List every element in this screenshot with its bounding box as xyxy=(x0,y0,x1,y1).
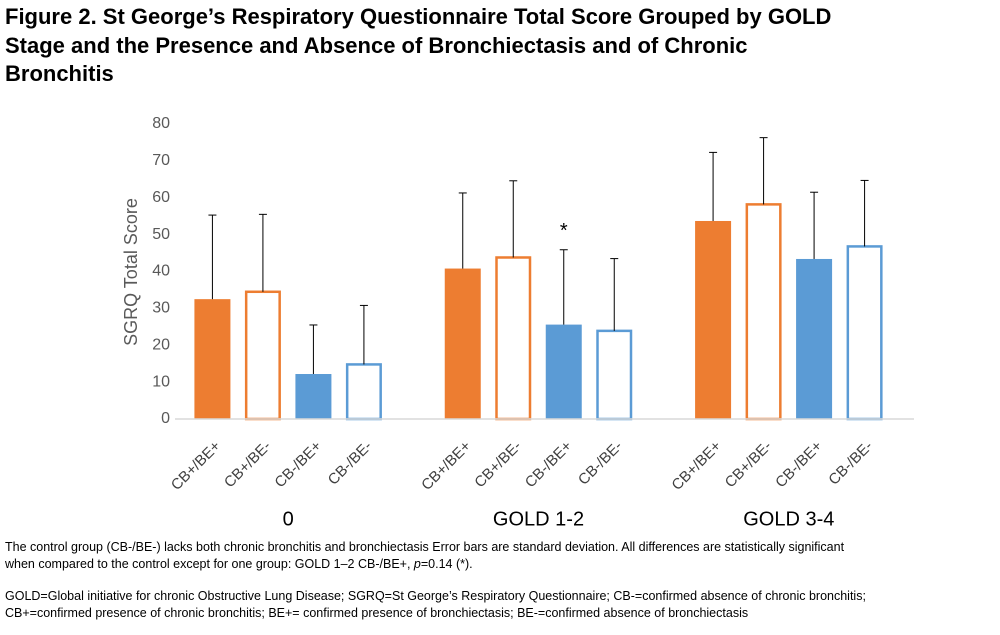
footnote-part: p xyxy=(413,557,421,571)
y-tick-label: 30 xyxy=(152,300,170,317)
bar xyxy=(194,299,231,419)
category-label: CB+/BE+ xyxy=(418,437,474,493)
bar xyxy=(846,245,883,421)
category-label: CB+/BE- xyxy=(471,438,525,492)
footnote-part: =0.14 (*). xyxy=(421,557,473,571)
bar xyxy=(295,374,332,419)
category-label: CB-/BE- xyxy=(325,438,376,489)
category-label: CB+/BE- xyxy=(221,438,275,492)
y-tick-label: 10 xyxy=(152,373,170,390)
y-tick-label: 40 xyxy=(152,263,170,280)
category-label: CB-/BE+ xyxy=(772,437,826,491)
bar xyxy=(796,258,833,419)
footnote: CB+=confirmed presence of chronic bronch… xyxy=(5,606,748,620)
bar xyxy=(695,220,732,419)
footnote-part: CB+=confirmed presence of chronic bronch… xyxy=(5,606,748,620)
y-tick-label: 80 xyxy=(152,115,170,132)
footnote-part: when compared to the control except for … xyxy=(4,557,414,571)
category-label: CB+/BE+ xyxy=(168,437,224,493)
y-axis-label: SGRQ Total Score xyxy=(121,198,141,346)
bar xyxy=(545,324,582,419)
y-tick-label: 20 xyxy=(152,336,170,353)
bar xyxy=(345,363,382,421)
footnote: GOLD=Global initiative for chronic Obstr… xyxy=(5,589,866,603)
bar xyxy=(444,268,481,419)
y-tick-label: 70 xyxy=(152,152,170,169)
y-tick-label: 60 xyxy=(152,189,170,206)
bar xyxy=(244,290,281,421)
category-label: CB-/BE+ xyxy=(522,437,576,491)
bar xyxy=(495,256,532,421)
category-label: CB+/BE- xyxy=(722,438,776,492)
chart-title: Figure 2. St George’s Respiratory Questi… xyxy=(5,4,831,29)
group-label: 0 xyxy=(283,508,294,530)
footnote-part: GOLD=Global initiative for chronic Obstr… xyxy=(5,589,866,603)
footnote-part: The control group (CB-/BE-) lacks both c… xyxy=(5,540,845,554)
y-tick-label: 50 xyxy=(152,226,170,243)
category-label: CB-/BE- xyxy=(825,438,876,489)
category-label: CB-/BE- xyxy=(575,438,626,489)
footnote: when compared to the control except for … xyxy=(4,557,473,571)
category-label: CB-/BE+ xyxy=(271,437,325,491)
chart-title: Stage and the Presence and Absence of Br… xyxy=(5,33,747,58)
footnote: The control group (CB-/BE-) lacks both c… xyxy=(5,540,845,554)
group-label: GOLD 1-2 xyxy=(493,508,584,530)
bar xyxy=(745,203,782,421)
chart-title: Bronchitis xyxy=(5,61,114,86)
bar xyxy=(596,329,633,421)
category-label: CB+/BE+ xyxy=(668,437,724,493)
annotation: * xyxy=(560,220,568,242)
group-label: GOLD 3-4 xyxy=(743,508,834,530)
y-tick-label: 0 xyxy=(161,410,170,427)
